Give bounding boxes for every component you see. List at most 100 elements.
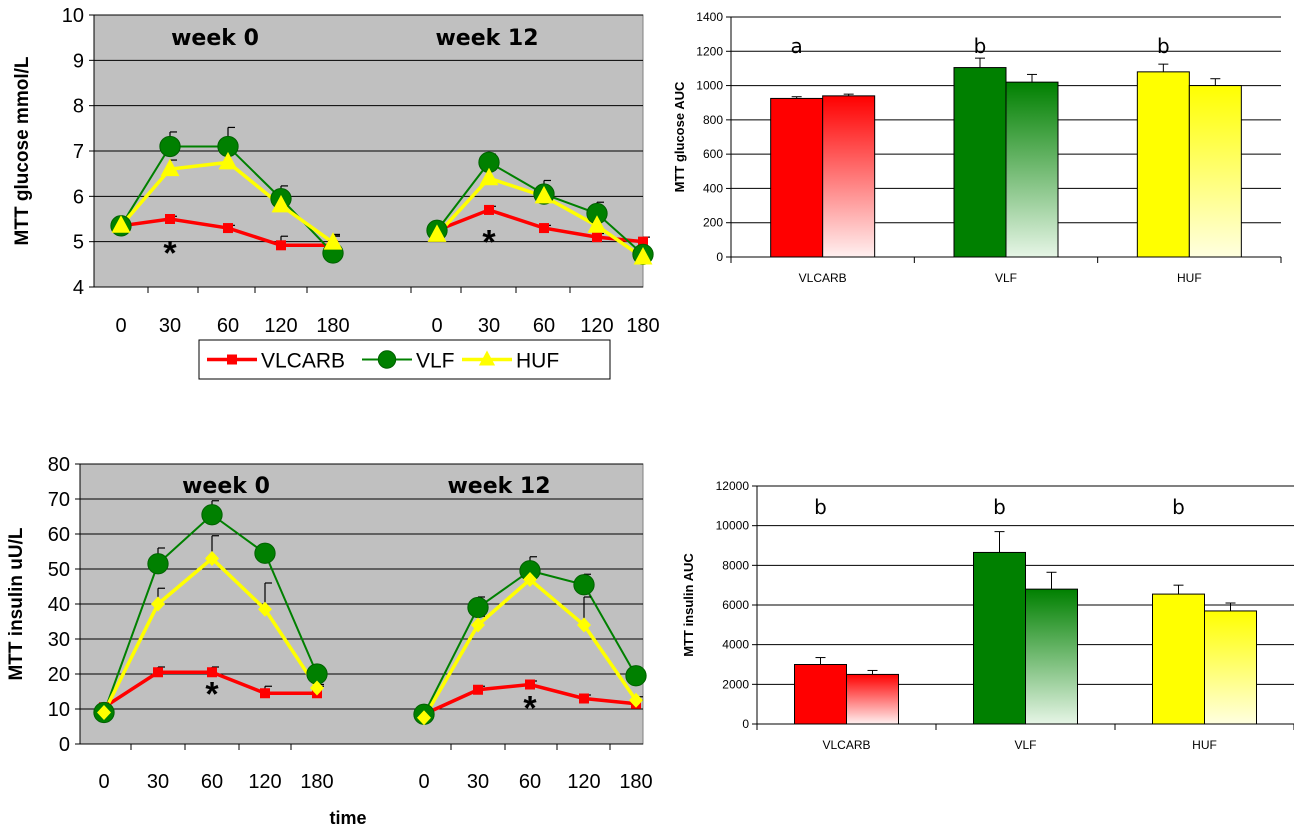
significance-letter: b: [1157, 34, 1170, 58]
significance-asterisk: *: [205, 676, 219, 714]
y-tick-label: 6: [73, 186, 84, 208]
data-point-vlcarb: [165, 214, 175, 224]
bar-vlf-1: [953, 67, 1007, 258]
data-point-vlf: [254, 542, 276, 564]
data-point-huf: [523, 572, 537, 587]
y-tick-label: 6000: [722, 598, 749, 612]
significance-letter: b: [1172, 495, 1185, 519]
bar-vlcarb-2: [846, 673, 899, 725]
y-tick-label: 200: [703, 216, 723, 230]
data-point-vlf: [467, 596, 489, 619]
y-tick-label: 1000: [696, 79, 723, 93]
data-point-vlf: [201, 504, 223, 526]
x-tick-label: 60: [533, 315, 555, 337]
data-point-vlf: [147, 553, 169, 575]
y-tick-label: 800: [703, 113, 723, 127]
data-point-huf: [633, 247, 653, 265]
x-tick-label: 120: [264, 315, 297, 337]
y-tick-label: 600: [703, 147, 723, 161]
legend-label: HUF: [516, 350, 559, 373]
x-tick-label: 0: [418, 771, 429, 793]
bar-huf-1: [1136, 71, 1190, 258]
y-tick-label: 1200: [696, 44, 723, 58]
x-tick-label: 0: [98, 771, 109, 793]
x-tick-label: 120: [580, 315, 613, 337]
y-tick-label: 10000: [716, 519, 750, 533]
bar-vlf-1: [973, 551, 1026, 725]
data-point-huf: [271, 194, 291, 213]
y-tick-label: 0: [716, 250, 723, 264]
data-point-huf: [323, 232, 343, 250]
panel-title: week 0: [171, 26, 259, 51]
y-tick-label: 30: [48, 629, 70, 651]
x-tick-label: 30: [159, 315, 181, 337]
x-tick-label: 0: [431, 315, 442, 337]
data-point-huf: [587, 215, 607, 233]
data-point-huf: [205, 551, 219, 566]
y-tick-label: 80: [48, 454, 70, 476]
panel-title: week 12: [435, 26, 538, 51]
legend-marker-vlcarb: [227, 354, 237, 365]
panel-title: week 0: [182, 474, 270, 499]
data-point-huf: [427, 224, 447, 242]
bar-vlf-2: [1025, 588, 1078, 725]
data-point-vlcarb: [539, 223, 549, 234]
x-axis-label: time: [329, 808, 366, 828]
y-tick-label: 8000: [722, 558, 749, 572]
significance-asterisk: *: [523, 690, 537, 728]
data-point-huf: [111, 215, 131, 233]
y-tick-label: 9: [73, 50, 84, 72]
significance-asterisk: *: [482, 223, 496, 261]
data-point-vlcarb: [473, 684, 483, 695]
y-axis-label: MTT insulin AUC: [681, 553, 696, 657]
data-point-huf: [258, 601, 272, 617]
y-tick-label: 8: [73, 96, 84, 118]
x-tick-label: 180: [300, 771, 333, 793]
x-tick-label: 60: [201, 771, 223, 793]
x-tick-label: HUF: [1192, 738, 1217, 752]
y-tick-label: 0: [59, 734, 70, 756]
data-point-huf: [629, 692, 643, 708]
data-point-vlcarb: [579, 693, 589, 704]
x-tick-label: HUF: [1177, 271, 1202, 285]
data-point-huf: [310, 680, 324, 696]
x-tick-label: 30: [467, 771, 489, 793]
y-tick-label: 20: [48, 664, 70, 686]
x-tick-label: 180: [626, 315, 659, 337]
data-point-huf: [479, 167, 499, 186]
significance-asterisk: *: [163, 235, 177, 273]
x-tick-label: 60: [217, 315, 239, 337]
data-point-vlcarb: [276, 240, 286, 251]
y-axis-label: MTT insulin uU/L: [6, 527, 27, 680]
bar-huf-2: [1188, 85, 1242, 258]
x-tick-label: VLF: [1014, 738, 1036, 752]
data-point-vlcarb: [223, 223, 233, 234]
y-tick-label: 0: [742, 717, 749, 731]
bar-vlf-2: [1005, 81, 1059, 258]
y-tick-label: 10: [62, 5, 84, 27]
bar-huf-2: [1204, 610, 1257, 725]
bar-huf-1: [1152, 593, 1205, 725]
x-tick-label: 120: [567, 771, 600, 793]
data-point-vlf: [573, 574, 595, 596]
x-tick-label: VLF: [995, 271, 1017, 285]
x-tick-label: 30: [147, 771, 169, 793]
data-point-vlcarb: [207, 667, 217, 678]
data-point-huf: [97, 705, 111, 720]
data-point-huf: [218, 151, 238, 170]
significance-letter: b: [974, 34, 987, 58]
panel-title: week 12: [447, 474, 550, 499]
x-tick-label: VLCARB: [799, 271, 847, 285]
bar-vlcarb-2: [822, 95, 876, 258]
significance-letter: b: [814, 495, 827, 519]
data-point-vlf: [159, 135, 181, 158]
data-point-huf: [417, 710, 431, 726]
y-axis-label: MTT glucose AUC: [672, 81, 687, 192]
y-tick-label: 400: [703, 181, 723, 195]
data-point-huf: [471, 617, 485, 633]
data-point-huf: [534, 185, 554, 204]
bar-vlcarb-1: [794, 664, 847, 725]
bar-vlcarb-1: [770, 97, 824, 258]
data-point-huf: [160, 158, 180, 177]
